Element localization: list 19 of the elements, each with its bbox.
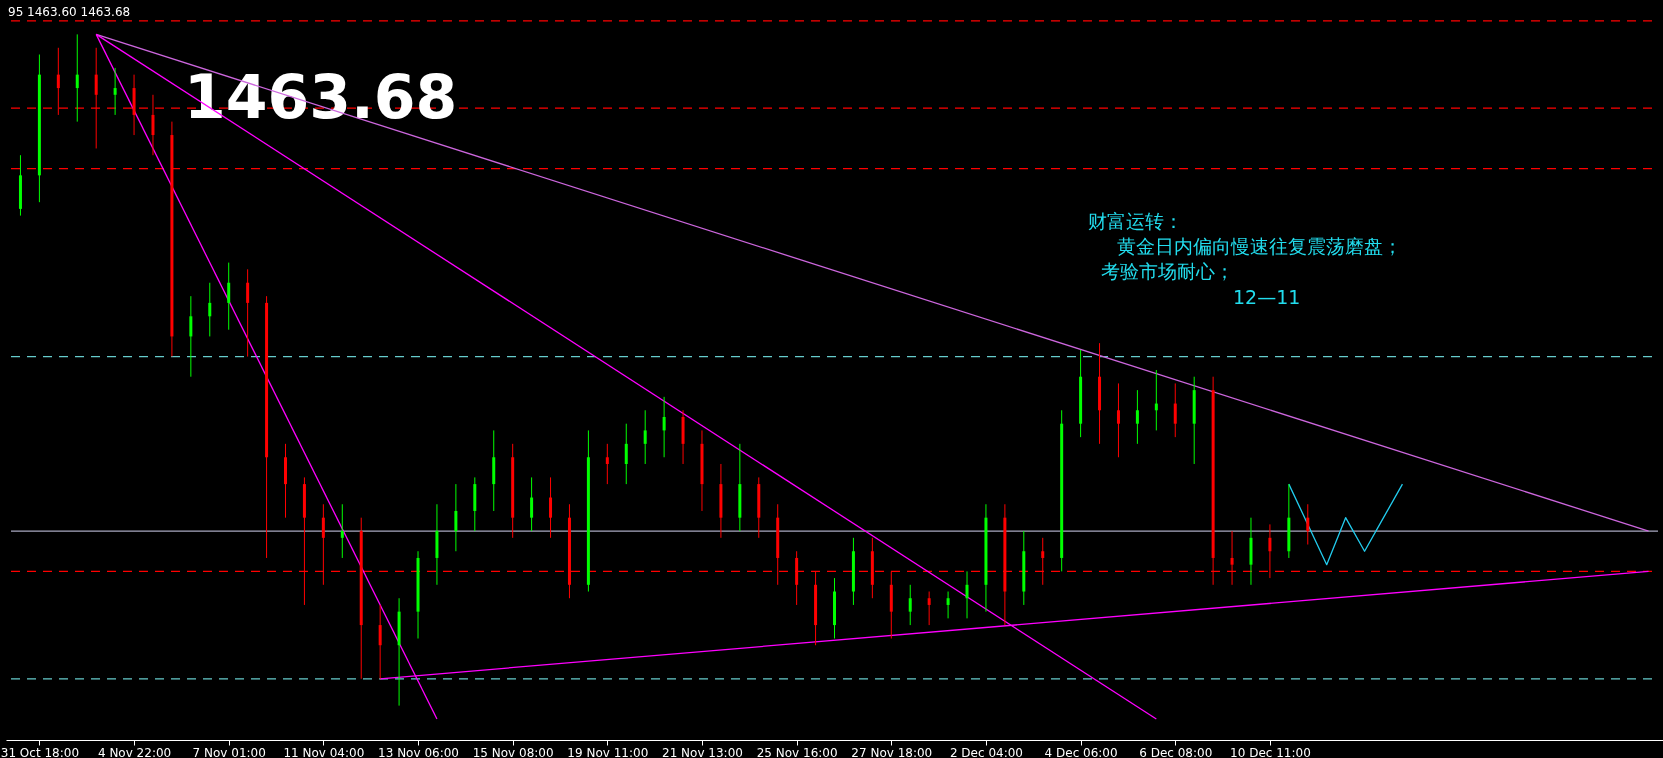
annotation: 12—11 <box>1233 286 1301 308</box>
x-tick-label: 31 Oct 18:00 <box>0 745 80 758</box>
x-tick-label: 7 Nov 01:00 <box>192 745 266 758</box>
x-tick-label: 25 Nov 16:00 <box>756 745 838 758</box>
x-tick-label: 21 Nov 13:00 <box>662 745 743 758</box>
annotation: 考验市场耐心； <box>1101 260 1234 282</box>
x-tick-label: 15 Nov 08:00 <box>472 745 554 758</box>
x-tick-label: 2 Dec 04:00 <box>949 745 1023 758</box>
x-tick-label: 4 Nov 22:00 <box>97 745 172 758</box>
x-tick-label: 10 Dec 11:00 <box>1230 745 1311 758</box>
text: 95 1463.60 1463.68 <box>8 5 131 19</box>
x-tick-label: 13 Nov 06:00 <box>378 745 459 758</box>
x-tick-label: 19 Nov 11:00 <box>567 745 649 758</box>
x-tick-label: 27 Nov 18:00 <box>851 745 933 758</box>
annotation: 财富运转： <box>1088 210 1183 232</box>
x-tick-label: 6 Dec 08:00 <box>1139 745 1213 758</box>
annotation: 黄金日内偏向慢速往复震荡磨盘； <box>1117 235 1402 257</box>
x-tick-label: 4 Dec 06:00 <box>1044 745 1118 758</box>
x-tick-label: 11 Nov 04:00 <box>283 745 365 758</box>
